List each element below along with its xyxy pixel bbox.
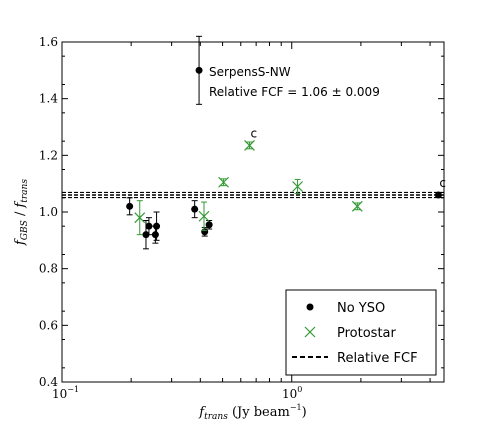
- y-axis-label: fGBS / ftrans: [13, 179, 30, 246]
- y-tick-label: 1.4: [39, 92, 58, 106]
- data-point: [198, 210, 210, 222]
- legend-label-no-yso: No YSO: [337, 301, 385, 316]
- data-point: [218, 176, 229, 188]
- data-point: [292, 181, 303, 192]
- data-point: [153, 222, 161, 230]
- y-tick-label: 1.2: [39, 148, 58, 162]
- legend-marker-protostar: [304, 326, 316, 338]
- data-point: [134, 212, 146, 224]
- data-point: [205, 221, 213, 229]
- y-tick-label: 1.0: [39, 205, 58, 219]
- data-point: [244, 139, 255, 151]
- data-series: cc: [126, 35, 446, 250]
- legend: No YSO Protostar Relative FCF: [285, 289, 437, 376]
- legend-marker-no-yso: [306, 303, 314, 311]
- data-point: [126, 202, 134, 210]
- point-label: c: [439, 176, 446, 190]
- legend-label-fcf: Relative FCF: [337, 351, 418, 366]
- data-point: [434, 191, 442, 199]
- data-point: [151, 231, 159, 239]
- data-point: [191, 205, 199, 213]
- data-point: [195, 66, 203, 74]
- y-tick-label: 0.8: [39, 262, 58, 276]
- region-name: SerpensS-NW: [209, 65, 291, 79]
- y-tick-label: 0.6: [39, 318, 58, 332]
- series-no-yso: c: [126, 35, 446, 250]
- data-point: [145, 222, 153, 230]
- series-protostar: c: [134, 126, 363, 236]
- point-label: c: [251, 126, 258, 140]
- data-point: [351, 200, 363, 212]
- relative-fcf-lines: [62, 191, 444, 199]
- axis-ticks: 0.4 0.6 0.8 1.0 1.2 1.4 1.6: [39, 35, 444, 389]
- x-axis-label: ftrans (Jy beam−1): [198, 403, 306, 422]
- y-tick-label: 1.6: [39, 35, 58, 49]
- fcf-annotation: Relative FCF = 1.06 ± 0.009: [209, 85, 380, 99]
- legend-label-protostar: Protostar: [337, 326, 397, 341]
- y-tick-label: 0.4: [39, 375, 58, 389]
